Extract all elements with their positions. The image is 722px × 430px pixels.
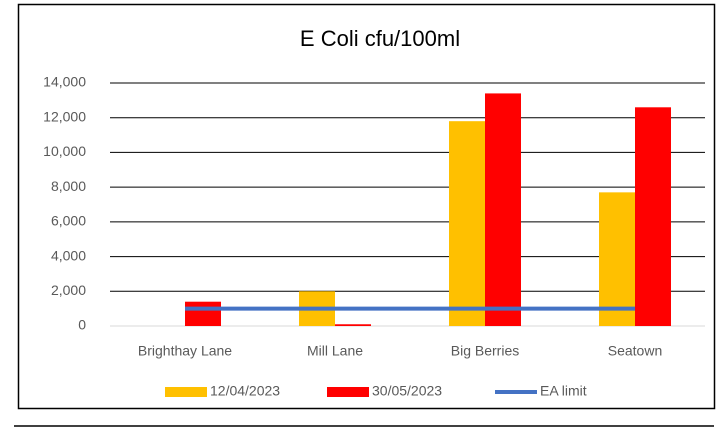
bar <box>599 192 635 326</box>
x-tick-label: Mill Lane <box>307 343 363 359</box>
legend-label: EA limit <box>540 383 587 399</box>
legend-label: 30/05/2023 <box>372 383 442 399</box>
y-tick-label: 8,000 <box>51 178 86 194</box>
x-tick-label: Seatown <box>608 343 662 359</box>
legend-swatch <box>165 387 207 397</box>
legend-swatch <box>327 387 369 397</box>
legend-label: 12/04/2023 <box>210 383 280 399</box>
y-tick-label: 4,000 <box>51 247 86 263</box>
bar <box>635 107 671 326</box>
bar <box>335 324 371 326</box>
bar <box>449 121 485 326</box>
chart-frame <box>17 3 716 410</box>
x-tick-label: Big Berries <box>451 343 519 359</box>
y-tick-label: 10,000 <box>43 143 86 159</box>
y-tick-label: 12,000 <box>43 108 86 124</box>
chart-title: E Coli cfu/100ml <box>300 26 460 51</box>
y-tick-label: 6,000 <box>51 213 86 229</box>
y-tick-label: 0 <box>78 317 86 333</box>
bar <box>485 93 521 327</box>
bar <box>185 301 221 326</box>
x-tick-label: Brighthay Lane <box>138 343 232 359</box>
y-tick-label: 14,000 <box>43 74 86 90</box>
y-tick-label: 2,000 <box>51 282 86 298</box>
